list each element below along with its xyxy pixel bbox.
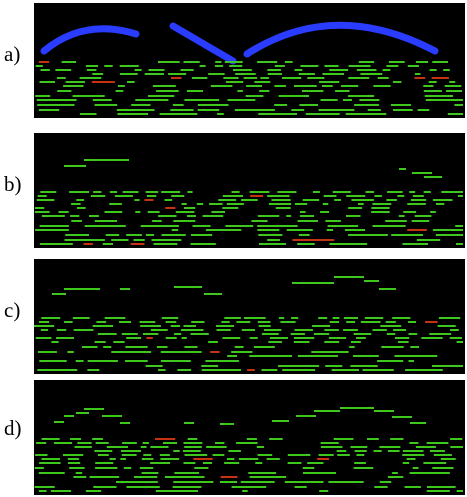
panel-a-pianoroll bbox=[34, 3, 465, 118]
panel-c bbox=[34, 259, 465, 374]
panel-b-label: b) bbox=[4, 174, 22, 195]
panel-b-pianoroll bbox=[34, 133, 465, 248]
panel-d-label: d) bbox=[4, 418, 22, 439]
panel-c-label: c) bbox=[4, 300, 20, 321]
panel-c-pianoroll bbox=[34, 259, 465, 374]
panel-a-label: a) bbox=[4, 44, 20, 65]
arc-3 bbox=[247, 25, 435, 54]
arc-1 bbox=[44, 29, 136, 51]
panel-b bbox=[34, 133, 465, 248]
panel-a bbox=[34, 3, 465, 118]
panel-d-pianoroll bbox=[34, 380, 465, 495]
arc-2 bbox=[173, 26, 233, 61]
panel-d bbox=[34, 380, 465, 495]
